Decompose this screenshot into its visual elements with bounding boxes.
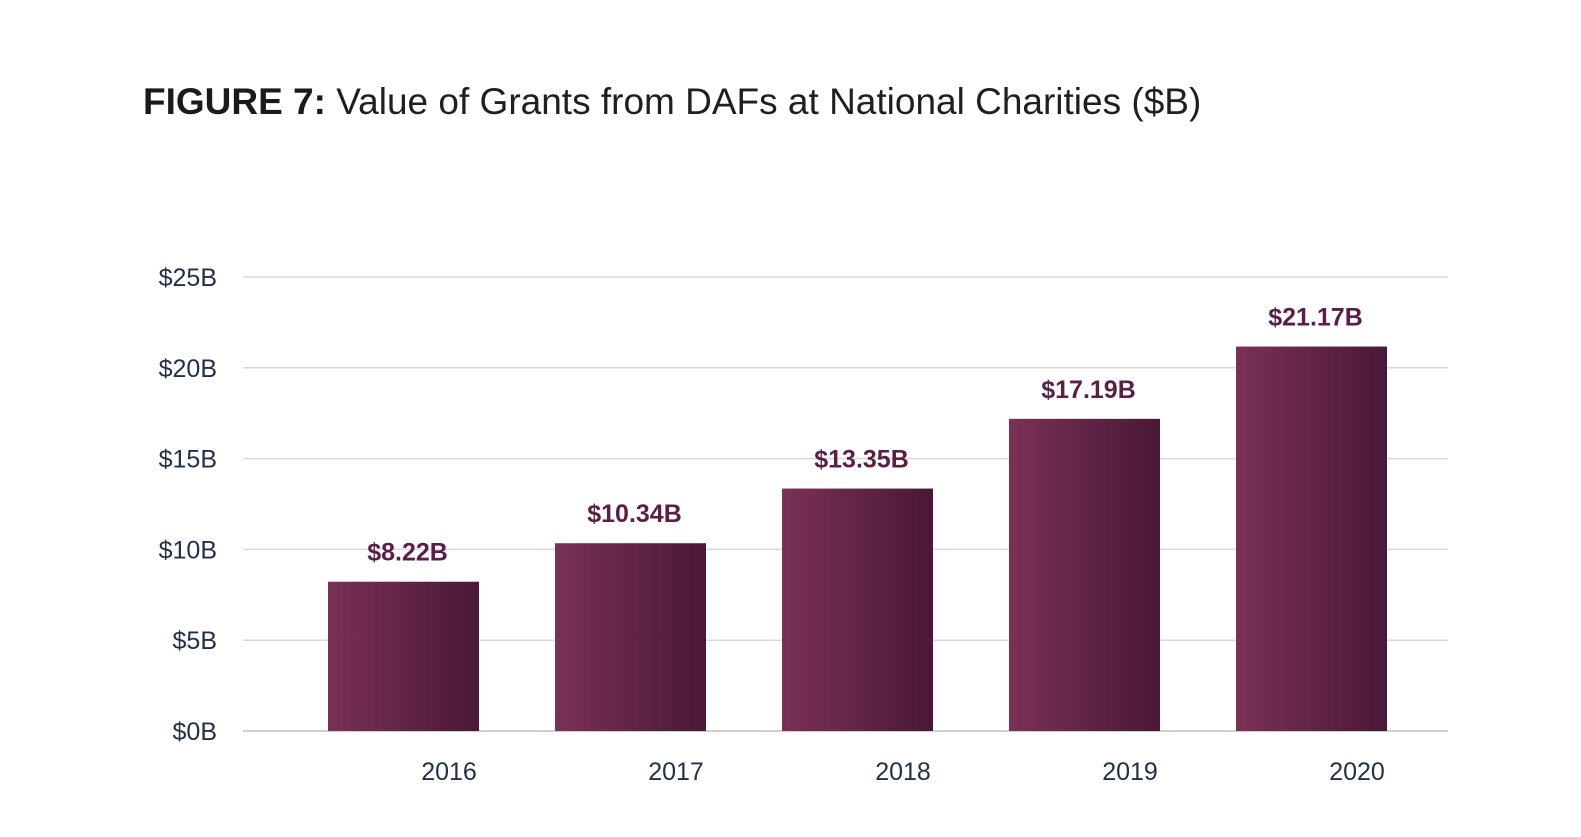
x-axis: 2016 2017 2018 2019 2020 [421, 758, 1385, 786]
x-tick-label-2017: 2017 [648, 758, 704, 786]
y-tick-label: $5B [173, 627, 217, 655]
y-tick-label: $25B [159, 264, 217, 292]
data-labels: $8.22B $10.34B $13.35B $17.19B $21.17B [367, 304, 1363, 567]
y-tick-label: $10B [159, 536, 217, 564]
bar-2019 [1009, 418, 1160, 731]
chart-title-text: Value of Grants from DAFs at National Ch… [336, 81, 1202, 122]
chart-title: FIGURE 7: Value of Grants from DAFs at N… [143, 80, 1201, 124]
x-tick-label-2018: 2018 [875, 758, 931, 786]
bar-2016 [328, 581, 479, 731]
bars [328, 346, 1387, 731]
y-axis: $0B $5B $10B $15B $20B $25B [159, 264, 217, 746]
x-tick-label-2019: 2019 [1102, 758, 1158, 786]
data-label-2016: $8.22B [367, 539, 448, 567]
x-tick-label-2016: 2016 [421, 758, 477, 786]
x-tick-label-2020: 2020 [1329, 758, 1385, 786]
data-label-2018: $13.35B [814, 446, 909, 474]
y-tick-label: $0B [173, 718, 217, 746]
y-tick-label: $20B [159, 355, 217, 383]
bar-2020 [1236, 346, 1387, 731]
bar-2017 [555, 543, 706, 731]
data-label-2019: $17.19B [1041, 376, 1136, 404]
figure-number: FIGURE 7: [143, 81, 326, 122]
data-label-2020: $21.17B [1268, 304, 1363, 332]
data-label-2017: $10.34B [587, 500, 682, 528]
y-tick-label: $15B [159, 446, 217, 474]
bar-2018 [782, 488, 933, 731]
